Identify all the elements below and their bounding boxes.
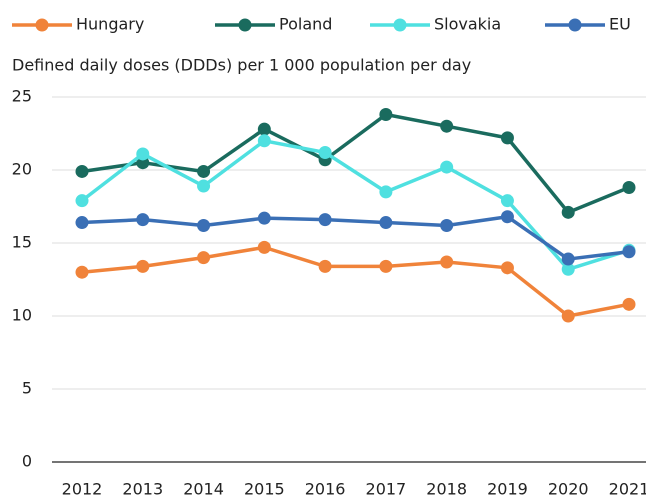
data-point [622,245,636,259]
data-point [379,259,393,273]
y-tick-label: 10 [12,306,32,325]
data-point [257,211,271,225]
x-tick-label: 2017 [366,480,407,497]
x-tick-label: 2013 [122,480,163,497]
data-point [318,145,332,159]
x-tick-label: 2014 [183,480,224,497]
data-point [75,265,89,279]
x-tick-label: 2019 [487,480,528,497]
data-point [75,194,89,208]
data-point [197,251,211,265]
data-point [197,218,211,232]
series-line [80,139,630,272]
series-line [81,214,630,261]
data-point [440,119,454,133]
legend-label: EU [609,15,631,34]
series-line [81,245,630,318]
series-line [81,112,630,215]
data-point [379,185,393,199]
data-point [500,210,514,224]
data-point [197,179,211,193]
data-point [500,194,514,208]
data-point [257,240,271,254]
data-point [136,147,150,161]
x-tick-label: 2016 [305,480,346,497]
legend-label: Poland [279,15,332,34]
legend-marker [238,18,252,32]
legend-marker [568,18,582,32]
data-point [257,122,271,136]
data-point [561,252,575,266]
data-point [622,181,636,195]
data-point [622,297,636,311]
data-point [75,216,89,230]
data-point [440,255,454,269]
y-tick-label: 5 [22,379,32,398]
data-point [318,259,332,273]
data-point [197,164,211,178]
x-tick-label: 2018 [426,480,467,497]
data-point [318,213,332,227]
data-point [561,262,575,276]
y-tick-label: 0 [22,452,32,471]
y-axis-label: Defined daily doses (DDDs) per 1 000 pop… [12,56,471,75]
data-point [136,259,150,273]
y-tick-label: 15 [12,233,32,252]
x-tick-label: 2021 [609,480,646,497]
x-tick-label: 2020 [548,480,589,497]
data-point [379,108,393,122]
y-tick-label: 20 [12,160,32,179]
data-point [379,216,393,230]
legend-label: Slovakia [434,15,501,34]
legend-marker [393,18,407,32]
x-tick-label: 2015 [244,480,285,497]
x-tick-label: 2012 [62,480,103,497]
legend-marker [35,18,49,32]
legend-label: Hungary [76,15,144,34]
y-tick-label: 25 [12,87,32,106]
data-point [440,218,454,232]
data-point [75,164,89,178]
data-point [561,309,575,323]
data-point [561,205,575,219]
data-point [257,134,271,148]
data-point [500,131,514,145]
data-point [136,213,150,227]
data-point [500,261,514,275]
data-point [440,160,454,174]
